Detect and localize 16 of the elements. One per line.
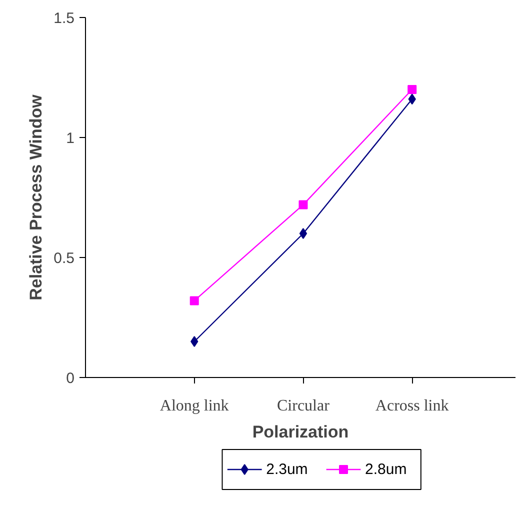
legend-label: 2.3um	[266, 461, 308, 478]
x-tick-label: Across link	[375, 398, 449, 414]
x-tick-label: Along link	[160, 398, 229, 414]
y-tick-label: 0.5	[54, 250, 75, 267]
y-tick-label: 0	[66, 370, 74, 387]
y-tick-label: 1.5	[54, 10, 75, 27]
point	[298, 200, 308, 210]
legend-label: 2.8um	[365, 461, 407, 478]
y-tick-label: 1	[66, 130, 74, 147]
point	[299, 228, 308, 239]
point	[190, 336, 198, 347]
y-axis-title: Relative Process Window	[26, 94, 46, 300]
x-tick-label: Circular	[277, 398, 330, 414]
x-axis-title: Polarization	[252, 422, 349, 442]
point	[190, 296, 199, 306]
point	[408, 85, 417, 94]
